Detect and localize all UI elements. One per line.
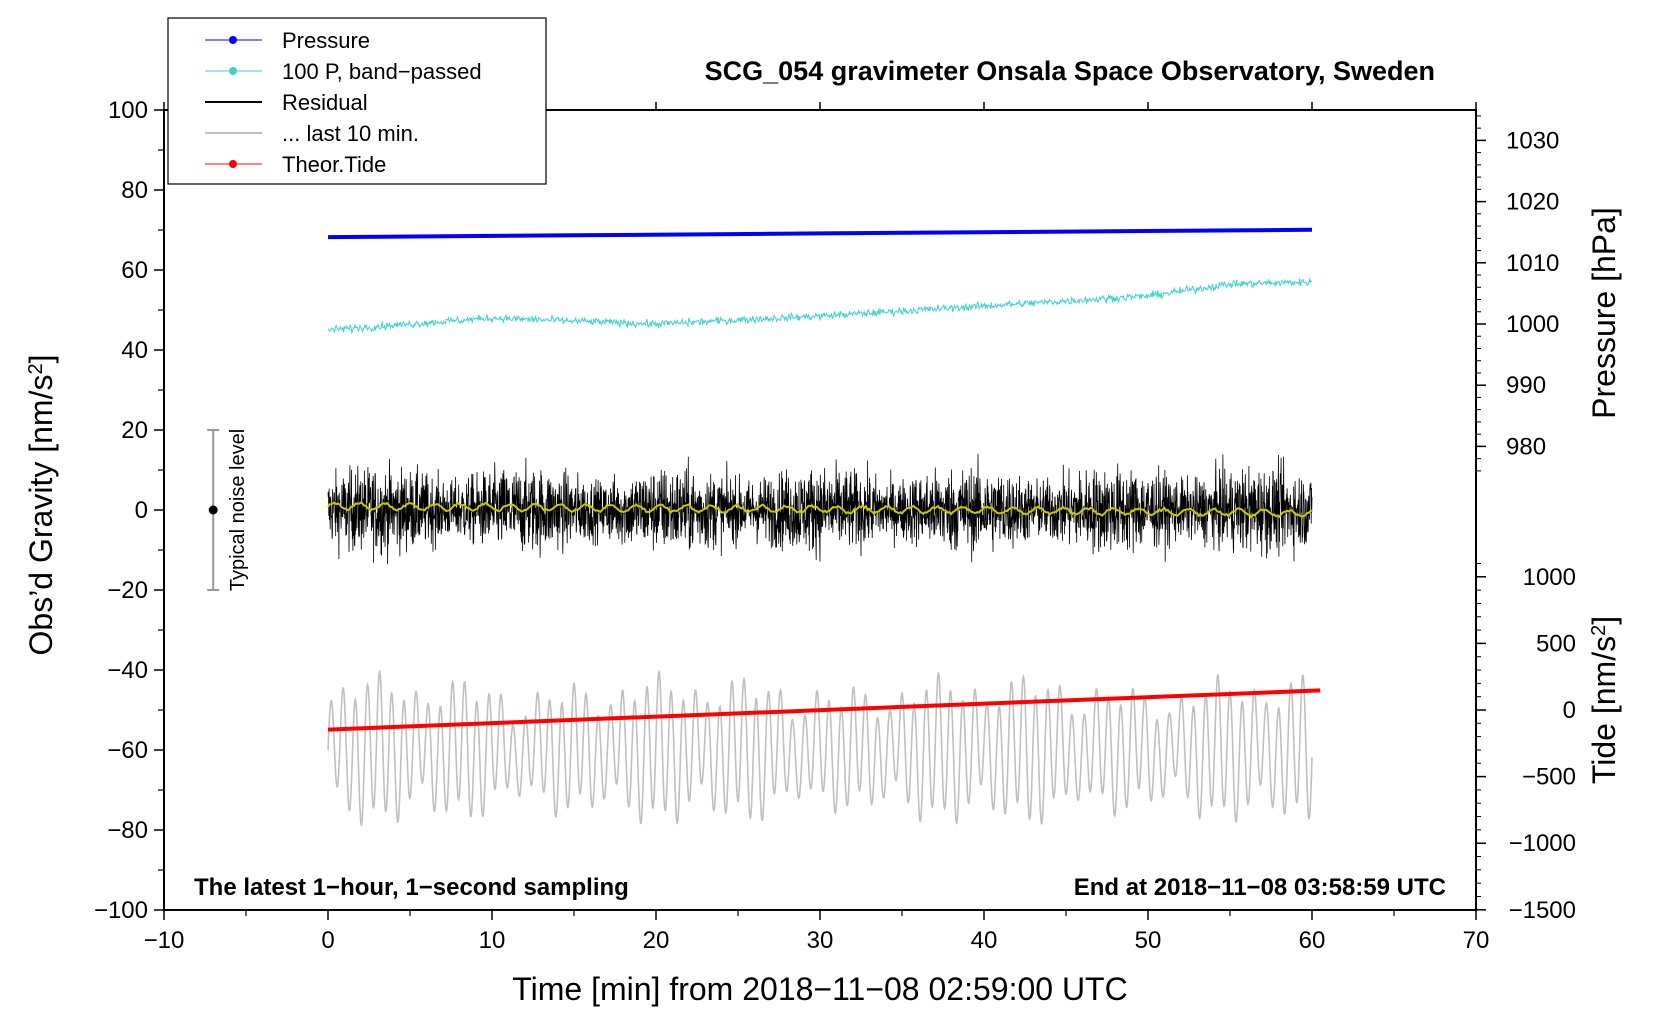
legend-marker <box>229 67 237 75</box>
legend: Pressure 100 P, band−passed Residual ... la… <box>167 17 547 185</box>
y-tick-label: −100 <box>94 897 148 924</box>
y-tick-label: 60 <box>121 257 148 284</box>
annotation-end-time: End at 2018−11−08 03:58:59 UTC <box>1074 874 1446 901</box>
legend-label: Residual <box>282 90 368 115</box>
x-tick-label: 20 <box>643 927 670 954</box>
legend-label: 100 P, band−passed <box>282 59 482 84</box>
x-tick-label: 0 <box>321 927 334 954</box>
pressure-tick-label: 990 <box>1506 372 1546 399</box>
legend-label: ... last 10 min. <box>282 121 419 146</box>
legend-label: Pressure <box>282 28 370 53</box>
y-tick-label: −80 <box>107 817 148 844</box>
y-axis-pressure: 980 990 1000 1010 1020 1030 <box>1476 115 1559 472</box>
legend-label: Theor.Tide <box>282 152 386 177</box>
y-tick-label: 20 <box>121 417 148 444</box>
y-tick-label: 80 <box>121 177 148 204</box>
series-pressure-line <box>327 227 1313 240</box>
y-tick-label: 40 <box>121 337 148 364</box>
y-axis-pressure-label: Pressure [hPa] <box>1586 207 1622 419</box>
y-tick-label: −20 <box>107 577 148 604</box>
series-layer <box>327 227 1321 828</box>
chart-title: SCG_054 gravimeter Onsala Space Observat… <box>705 56 1435 86</box>
series-last-10-min-line <box>327 669 1313 828</box>
pressure-tick-label: 1020 <box>1506 189 1559 216</box>
y-axis-tide: −1500 −1000 −500 0 500 1000 <box>1476 562 1576 924</box>
y-axis-gravity-label: Obs’d Gravity [nm/s2] <box>23 355 59 656</box>
x-tick-label: 60 <box>1299 927 1326 954</box>
pressure-tick-label: 1010 <box>1506 250 1559 277</box>
series-theor-tide-line <box>327 688 1321 732</box>
x-axis: −10 0 10 20 30 40 50 60 70 <box>144 102 1490 954</box>
annotation-sampling: The latest 1−hour, 1−second sampling <box>194 874 629 901</box>
tide-tick-label: −1000 <box>1509 830 1576 857</box>
series-smoothed-residual-line <box>327 501 1313 519</box>
legend-marker <box>229 160 237 168</box>
series-residual-line <box>327 453 1313 565</box>
y-tick-label: 100 <box>108 97 148 124</box>
pressure-tick-label: 1000 <box>1506 311 1559 338</box>
x-axis-label: Time [min] from 2018−11−08 02:59:00 UTC <box>512 971 1127 1007</box>
y-axis-gravity: −100 −80 −60 −40 −20 0 20 40 60 80 100 <box>94 97 164 924</box>
y-tick-label: −60 <box>107 737 148 764</box>
tide-tick-label: 500 <box>1536 630 1576 657</box>
y-axis-tide-label: Tide [nm/s2] <box>1586 616 1622 784</box>
x-tick-label: 30 <box>807 927 834 954</box>
tide-tick-label: −1500 <box>1509 897 1576 924</box>
tide-tick-label: 1000 <box>1523 564 1576 591</box>
x-tick-label: 40 <box>971 927 998 954</box>
x-tick-label: −10 <box>144 927 185 954</box>
legend-marker <box>229 36 237 44</box>
tide-tick-label: 0 <box>1563 697 1576 724</box>
y-tick-label: 0 <box>135 497 148 524</box>
tide-tick-label: −500 <box>1522 764 1576 791</box>
noise-indicator: Typical noise level <box>207 429 249 591</box>
pressure-tick-label: 980 <box>1506 433 1546 460</box>
noise-center-dot <box>208 505 218 515</box>
x-tick-label: 50 <box>1135 927 1162 954</box>
x-tick-label: 70 <box>1463 927 1490 954</box>
series-band-passed-line <box>327 277 1313 335</box>
y-tick-label: −40 <box>107 657 148 684</box>
pressure-tick-label: 1030 <box>1506 127 1559 154</box>
x-tick-label: 10 <box>479 927 506 954</box>
noise-label: Typical noise level <box>227 429 249 591</box>
